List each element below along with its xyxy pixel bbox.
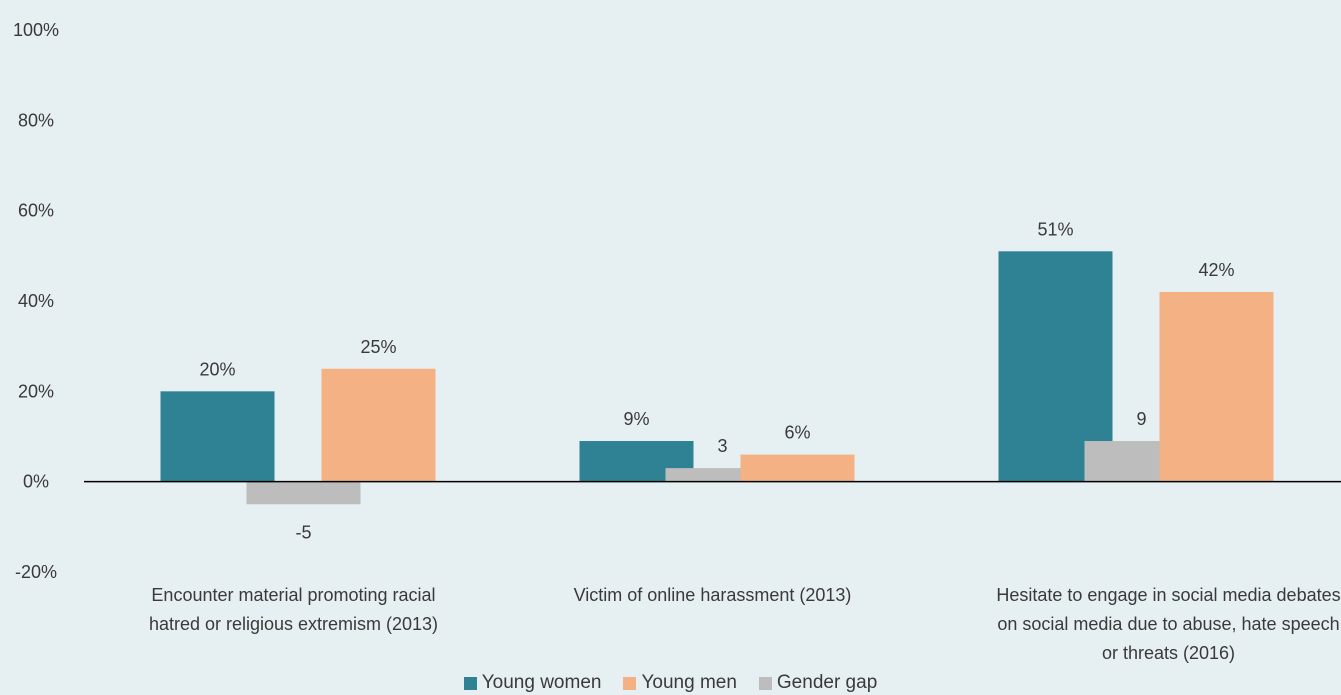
- y-tick-label: 100%: [13, 20, 59, 40]
- category-label-line: hatred or religious extremism (2013): [149, 614, 438, 634]
- bar-young-men: [321, 368, 436, 482]
- category-label-line: Victim of online harassment (2013): [574, 585, 852, 605]
- data-label: 3: [717, 436, 727, 456]
- y-tick-label: 60%: [18, 201, 54, 221]
- y-axis: -20% 0% 20% 40% 60% 80% 100%: [13, 20, 59, 582]
- bars: [160, 251, 1274, 505]
- legend-label: Young men: [641, 672, 737, 693]
- y-tick-label: 0%: [23, 472, 49, 492]
- y-tick-label: 20%: [18, 381, 54, 401]
- data-label: 9: [1136, 409, 1146, 429]
- bar-gender-gap: [246, 481, 361, 505]
- category-label-line: on social media due to abuse, hate speec…: [997, 614, 1339, 634]
- legend: Young women Young men Gender gap: [0, 672, 1341, 694]
- legend-label: Young women: [481, 672, 602, 693]
- bar-young-men: [1159, 291, 1274, 482]
- legend-item-gender-gap: Gender gap: [758, 672, 878, 694]
- category-label-line: Encounter material promoting racial: [151, 585, 435, 605]
- legend-label: Gender gap: [776, 672, 878, 693]
- data-label: 51%: [1037, 219, 1073, 239]
- legend-swatch: [623, 676, 637, 690]
- legend-item-young-men: Young men: [623, 672, 737, 694]
- y-tick-label: 40%: [18, 291, 54, 311]
- category-label: Encounter material promoting racial hatre…: [149, 585, 438, 634]
- bar-young-women: [160, 391, 275, 482]
- y-tick-label: -20%: [15, 562, 57, 582]
- data-label: 9%: [623, 409, 649, 429]
- data-label: -5: [295, 522, 311, 542]
- bar-young-men: [740, 454, 855, 482]
- data-label: 6%: [784, 423, 810, 443]
- category-label-line: Hesitate to engage in social media debat…: [996, 585, 1340, 605]
- chart: -20% 0% 20% 40% 60% 80% 100% 20% 9% 51% -5 3 9 25% 6%…: [13, 20, 1341, 663]
- x-axis-categories: Encounter material promoting racial hatre…: [149, 585, 1341, 663]
- category-label: Victim of online harassment (2013): [574, 585, 852, 605]
- category-label-line: or threats (2016): [1102, 643, 1235, 663]
- legend-item-young-women: Young women: [463, 672, 602, 694]
- legend-swatch: [463, 676, 477, 690]
- data-label: 20%: [199, 359, 235, 379]
- data-labels: 20% 9% 51% -5 3 9 25% 6% 42%: [199, 219, 1234, 542]
- y-tick-label: 80%: [18, 110, 54, 130]
- data-label: 25%: [360, 337, 396, 357]
- legend-swatch: [758, 676, 772, 690]
- category-label: Hesitate to engage in social media debat…: [996, 585, 1340, 663]
- data-label: 42%: [1198, 260, 1234, 280]
